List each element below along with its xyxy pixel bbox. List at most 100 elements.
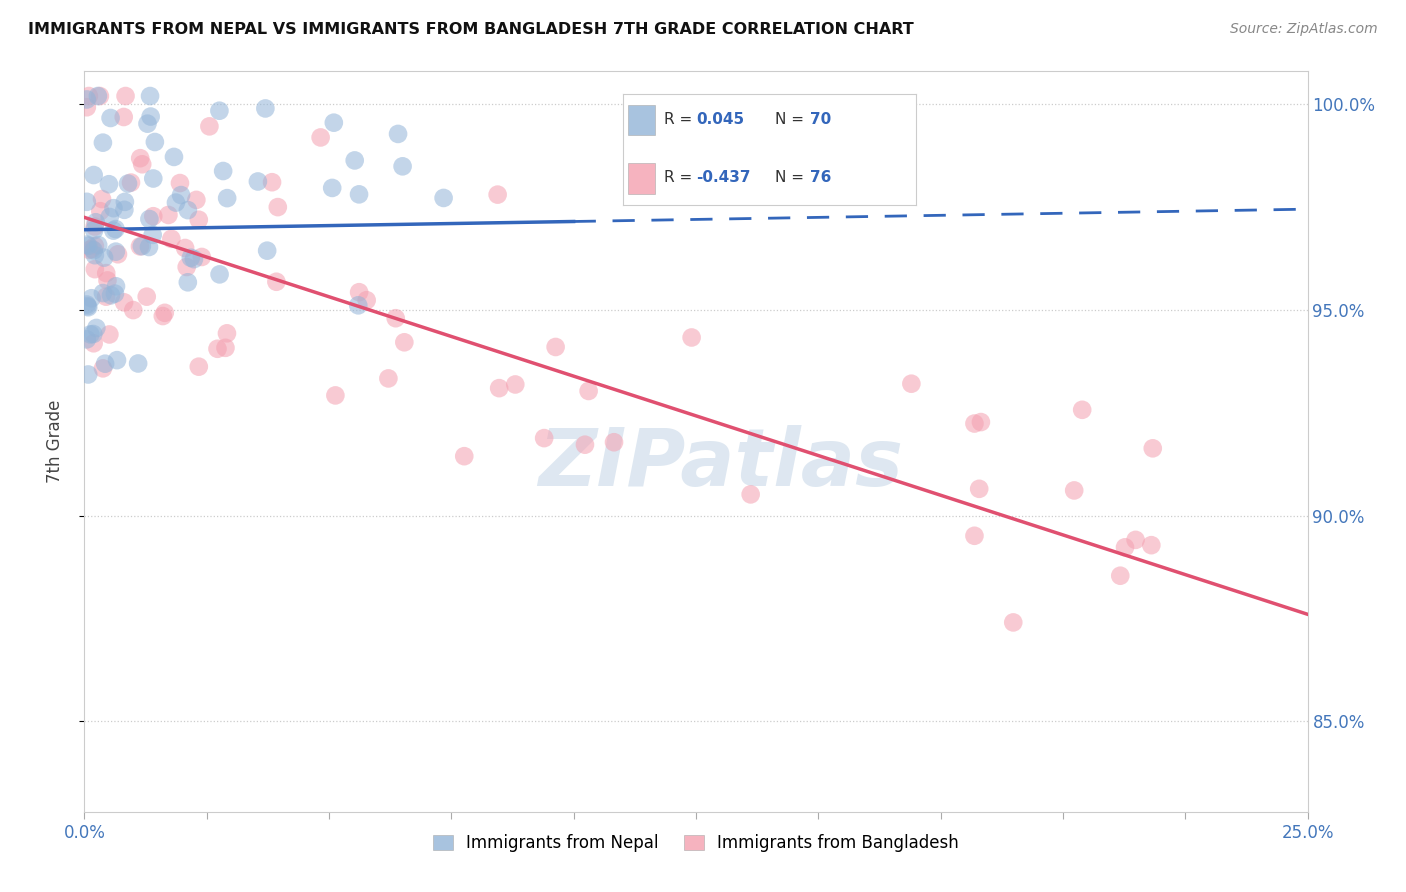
Point [77, 243, 100, 257]
Point [488, 381, 510, 395]
Point [169, 176, 191, 190]
Point [76, 297, 98, 311]
Point [77, 239, 100, 253]
Point [80, 291, 103, 305]
Point [91, 286, 114, 301]
Point [970, 415, 993, 429]
Point [91, 192, 114, 206]
Point [157, 208, 180, 222]
Point [83, 336, 105, 351]
Point [98, 327, 121, 342]
Point [89, 204, 111, 219]
Point [131, 239, 153, 253]
Point [104, 222, 127, 236]
Point [321, 181, 343, 195]
Point [83, 244, 105, 258]
Point [83, 168, 105, 182]
Point [215, 326, 238, 341]
Point [1071, 402, 1094, 417]
Point [76, 100, 98, 114]
Point [163, 150, 186, 164]
Point [142, 171, 165, 186]
Point [177, 203, 200, 218]
Point [574, 438, 596, 452]
Point [97, 178, 120, 192]
Point [114, 194, 136, 209]
Point [83, 239, 105, 253]
Point [77, 89, 100, 103]
Point [453, 449, 475, 463]
Point [79, 327, 101, 342]
Point [83, 219, 105, 234]
Point [387, 127, 409, 141]
Point [165, 195, 187, 210]
Point [187, 359, 209, 374]
Point [107, 247, 129, 261]
Point [84, 215, 107, 229]
Text: Source: ZipAtlas.com: Source: ZipAtlas.com [1230, 22, 1378, 37]
Point [170, 188, 193, 202]
Point [177, 275, 200, 289]
Point [963, 529, 986, 543]
Point [174, 241, 197, 255]
Point [87, 238, 110, 252]
Point [267, 200, 290, 214]
Point [103, 224, 125, 238]
Point [1125, 533, 1147, 547]
Point [377, 371, 399, 385]
Point [967, 482, 990, 496]
Point [96, 266, 118, 280]
Point [120, 176, 142, 190]
Point [347, 187, 370, 202]
Point [356, 293, 378, 308]
Point [183, 252, 205, 267]
Point [347, 298, 370, 312]
Point [127, 356, 149, 370]
Point [76, 93, 98, 107]
Text: ZIPatlas: ZIPatlas [538, 425, 903, 503]
Point [82, 326, 104, 341]
Point [138, 240, 160, 254]
Point [83, 223, 105, 237]
Point [83, 248, 105, 262]
Point [603, 435, 626, 450]
Point [142, 227, 165, 242]
Point [138, 212, 160, 227]
Point [112, 202, 135, 217]
Point [94, 290, 117, 304]
Point [198, 120, 221, 134]
Point [89, 89, 111, 103]
Point [309, 130, 332, 145]
Point [112, 295, 135, 310]
Point [112, 110, 135, 124]
Point [100, 111, 122, 125]
Point [136, 117, 159, 131]
Point [129, 239, 152, 253]
Point [122, 303, 145, 318]
Point [217, 191, 239, 205]
Point [153, 306, 176, 320]
Point [180, 251, 202, 265]
Point [91, 136, 114, 150]
Point [131, 157, 153, 171]
Point [578, 384, 600, 398]
Point [87, 89, 110, 103]
Point [94, 357, 117, 371]
Legend: Immigrants from Nepal, Immigrants from Bangladesh: Immigrants from Nepal, Immigrants from B… [426, 828, 966, 859]
Point [143, 135, 166, 149]
Point [139, 110, 162, 124]
Point [1002, 615, 1025, 630]
Point [246, 174, 269, 188]
Point [325, 388, 347, 402]
Point [486, 187, 509, 202]
Point [91, 361, 114, 376]
Point [100, 288, 122, 302]
Point [394, 335, 416, 350]
Point [114, 89, 136, 103]
Point [343, 153, 366, 168]
Point [186, 193, 208, 207]
Point [80, 242, 103, 256]
Point [76, 299, 98, 313]
Point [347, 285, 370, 300]
Point [260, 175, 283, 189]
